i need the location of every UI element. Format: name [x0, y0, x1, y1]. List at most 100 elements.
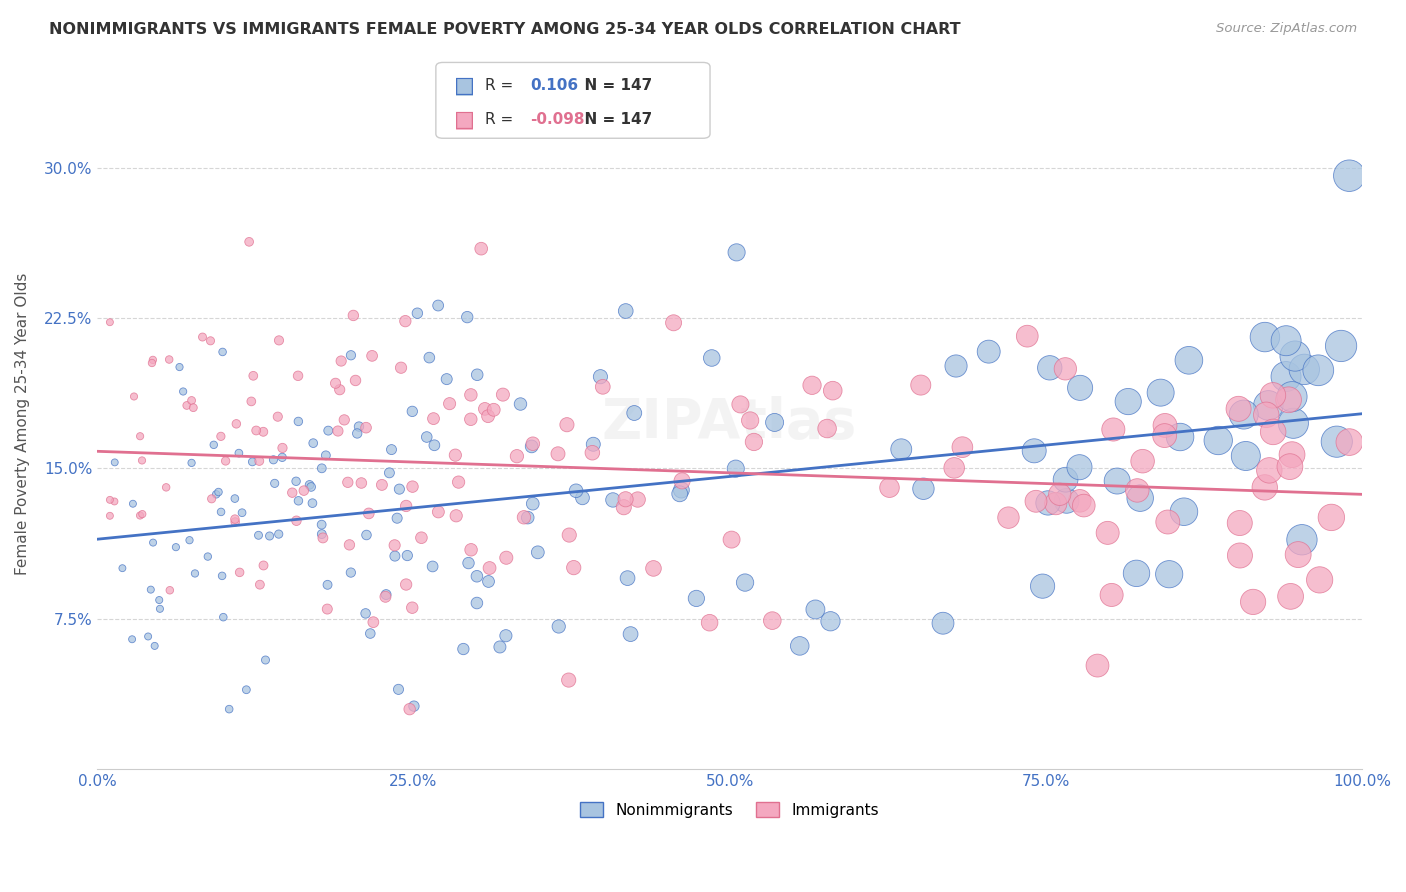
Point — [247, 454, 270, 468]
Point — [879, 481, 901, 495]
Text: 0.106: 0.106 — [530, 78, 578, 93]
Point — [200, 334, 222, 348]
Point — [98, 492, 121, 507]
Point — [465, 596, 488, 610]
Point — [209, 505, 232, 519]
Point — [815, 421, 838, 435]
Point — [614, 492, 637, 507]
Point — [371, 478, 394, 492]
Point — [344, 374, 367, 388]
Point — [131, 453, 153, 467]
Point — [396, 549, 419, 563]
Text: ZIPAtlas: ZIPAtlas — [602, 396, 858, 450]
Point — [555, 417, 578, 432]
Point — [301, 496, 323, 510]
Point — [136, 630, 159, 644]
Point — [242, 368, 264, 383]
Point — [1154, 418, 1177, 433]
Point — [562, 560, 585, 574]
Point — [1153, 428, 1175, 442]
Point — [912, 482, 935, 496]
Point — [945, 359, 967, 373]
Point — [821, 384, 844, 398]
Point — [1157, 515, 1180, 529]
Point — [329, 383, 352, 397]
Point — [378, 466, 401, 480]
Point — [513, 510, 536, 524]
Point — [363, 615, 385, 629]
Text: N = 147: N = 147 — [574, 112, 652, 127]
Point — [1261, 388, 1284, 402]
Point — [477, 574, 499, 589]
Point — [395, 577, 418, 591]
Point — [1032, 579, 1054, 593]
Point — [789, 639, 811, 653]
Point — [1039, 360, 1062, 375]
Point — [890, 442, 912, 457]
Text: ■: ■ — [454, 76, 475, 95]
Point — [1178, 353, 1201, 368]
Point — [623, 406, 645, 420]
Point — [330, 354, 353, 368]
Point — [1277, 392, 1299, 407]
Point — [474, 401, 496, 416]
Point — [267, 334, 290, 348]
Point — [1073, 499, 1095, 513]
Point — [159, 583, 181, 598]
Point — [581, 446, 603, 460]
Point — [340, 566, 363, 580]
Point — [359, 626, 381, 640]
Point — [157, 352, 180, 367]
Point — [191, 330, 214, 344]
Point — [287, 414, 309, 428]
Point — [1275, 334, 1298, 348]
Point — [478, 561, 501, 575]
Point — [1275, 369, 1298, 384]
Point — [224, 512, 246, 526]
Point — [509, 397, 531, 411]
Point — [522, 436, 544, 450]
Point — [201, 491, 224, 506]
Point — [489, 640, 512, 654]
Point — [238, 235, 260, 249]
Point — [1263, 425, 1285, 439]
Y-axis label: Female Poverty Among 25-34 Year Olds: Female Poverty Among 25-34 Year Olds — [15, 272, 30, 574]
Point — [302, 436, 325, 450]
Point — [457, 556, 479, 570]
Point — [1116, 394, 1139, 409]
Point — [346, 426, 368, 441]
Point — [1284, 349, 1306, 363]
Point — [212, 610, 235, 624]
Point — [460, 388, 482, 402]
Text: □: □ — [454, 76, 475, 95]
Point — [176, 399, 198, 413]
Point — [347, 419, 370, 434]
Text: ■: ■ — [454, 110, 475, 129]
Point — [141, 356, 163, 370]
Point — [619, 627, 641, 641]
Point — [520, 439, 543, 453]
Point — [1107, 474, 1129, 488]
Text: Source: ZipAtlas.com: Source: ZipAtlas.com — [1216, 22, 1357, 36]
Point — [1173, 505, 1195, 519]
Point — [267, 409, 290, 424]
Point — [1257, 398, 1279, 412]
Point — [197, 549, 219, 564]
Point — [235, 682, 257, 697]
Point — [184, 566, 207, 581]
Point — [1017, 329, 1039, 343]
Point — [395, 499, 418, 513]
Point — [225, 417, 247, 431]
Point — [181, 401, 204, 415]
Point — [228, 446, 250, 460]
Text: -0.098: -0.098 — [530, 112, 585, 127]
Point — [582, 437, 605, 451]
Point — [325, 376, 347, 391]
Point — [527, 545, 550, 559]
Point — [516, 510, 538, 524]
Point — [285, 475, 308, 489]
Point — [427, 299, 450, 313]
Point — [287, 493, 309, 508]
Text: □: □ — [454, 110, 475, 129]
Point — [180, 456, 202, 470]
